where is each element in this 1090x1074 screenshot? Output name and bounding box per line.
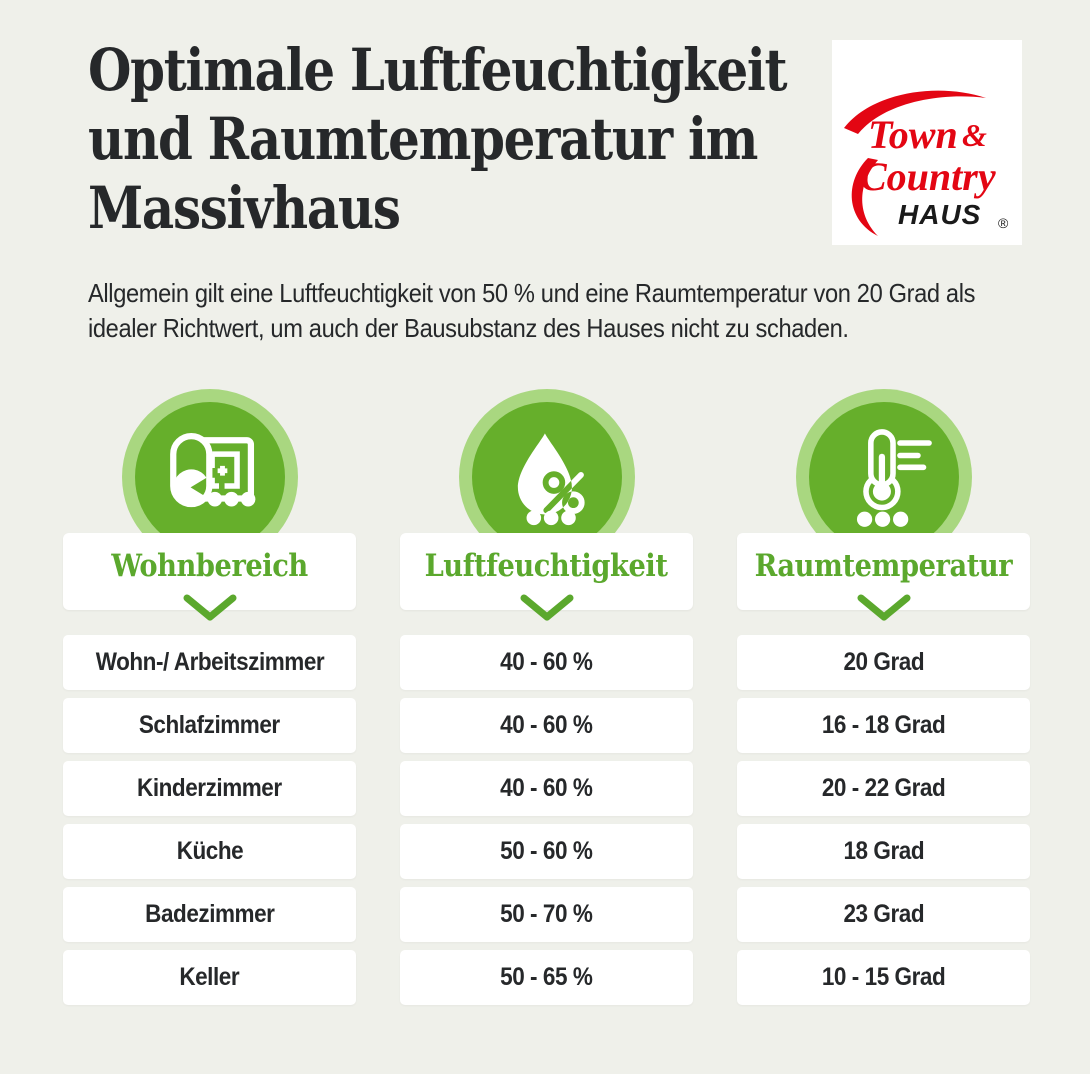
cell-text: 18 Grad <box>843 837 924 865</box>
cell-text: Keller <box>179 963 240 991</box>
table-cell-humidity-4: 50 - 70 % <box>400 887 693 942</box>
logo-registered-mark: ® <box>998 215 1009 231</box>
table-cell-temperature-5: 10 - 15 Grad <box>737 950 1030 1005</box>
table-cell-room-2: Kinderzimmer <box>63 761 356 816</box>
table-cell-humidity-5: 50 - 65 % <box>400 950 693 1005</box>
cell-text: 50 - 60 % <box>500 837 593 865</box>
column-header-label: Raumtemperatur <box>754 547 1013 584</box>
table-cell-room-0: Wohn-/ Arbeitszimmer <box>63 635 356 690</box>
logo-ampersand: & <box>962 117 987 153</box>
room-list: Wohn-/ Arbeitszimmer Schlafzimmer Kinderzi… <box>63 635 356 1005</box>
temperature-list: 20 Grad 16 - 18 Grad 20 - 22 Grad 18 Grad 23… <box>737 635 1030 1005</box>
page-title: Optimale Luftfeuchtigkeit und Raumtemper… <box>88 36 788 243</box>
column-header-label: Wohnbereich <box>111 547 308 584</box>
table-cell-room-5: Keller <box>63 950 356 1005</box>
logo-country-text: Country <box>860 154 996 199</box>
column-header-label: Luftfeuchtigkeit <box>425 547 668 584</box>
town-country-logo: Town & Country HAUS ® <box>832 40 1022 245</box>
column-luftfeuchtigkeit: Luftfeuchtigkeit 40 - 60 % 40 - 60 % 40 - … <box>400 389 693 1005</box>
column-header-raumtemperatur: Raumtemperatur <box>737 533 1030 621</box>
title-line-2: und Raumtemperatur im <box>88 105 758 173</box>
logo-haus-text: HAUS <box>898 199 981 230</box>
cell-text: 10 - 15 Grad <box>821 963 946 991</box>
column-wohnbereich: Wohnbereich Wohn-/ Arbeitszimmer Schlafzi… <box>63 389 356 1005</box>
table-cell-humidity-0: 40 - 60 % <box>400 635 693 690</box>
table-cell-humidity-2: 40 - 60 % <box>400 761 693 816</box>
table-columns: Wohnbereich Wohn-/ Arbeitszimmer Schlafzi… <box>63 389 1030 1005</box>
icon-circle <box>808 402 959 552</box>
cell-text: 40 - 60 % <box>500 711 593 739</box>
chevron-down-icon <box>857 594 910 621</box>
chevron-down-icon <box>183 594 236 621</box>
table-cell-humidity-3: 50 - 60 % <box>400 824 693 879</box>
cell-text: 20 - 22 Grad <box>821 774 946 802</box>
floorplan-icon <box>169 432 255 508</box>
column-raumtemperatur: Raumtemperatur 20 Grad 16 - 18 Grad 20 - 2… <box>737 389 1030 1005</box>
cell-text: 50 - 65 % <box>500 963 593 991</box>
cell-text: 16 - 18 Grad <box>821 711 946 739</box>
table-cell-room-4: Badezimmer <box>63 887 356 942</box>
humidity-percent-icon <box>517 433 585 526</box>
table-cell-temperature-4: 23 Grad <box>737 887 1030 942</box>
table-cell-temperature-1: 16 - 18 Grad <box>737 698 1030 753</box>
table-cell-humidity-1: 40 - 60 % <box>400 698 693 753</box>
cell-text: Badezimmer <box>144 900 275 928</box>
icon-circle <box>471 402 622 552</box>
cell-text: Wohn-/ Arbeitszimmer <box>95 648 324 676</box>
title-line-1: Optimale Luftfeuchtigkeit <box>88 36 788 104</box>
chevron-down-icon <box>520 594 573 621</box>
column-header-wohnbereich: Wohnbereich <box>63 533 356 621</box>
table-cell-temperature-3: 18 Grad <box>737 824 1030 879</box>
cell-text: 20 Grad <box>843 648 924 676</box>
icon-circle <box>134 402 285 552</box>
cell-text: Küche <box>176 837 243 865</box>
logo-swash-c <box>851 158 878 236</box>
cell-text: 23 Grad <box>843 900 924 928</box>
cell-text: 50 - 70 % <box>500 900 593 928</box>
table-cell-temperature-0: 20 Grad <box>737 635 1030 690</box>
table-cell-temperature-2: 20 - 22 Grad <box>737 761 1030 816</box>
column-header-luftfeuchtigkeit: Luftfeuchtigkeit <box>400 533 693 621</box>
thermometer-icon <box>856 429 932 527</box>
cell-text: 40 - 60 % <box>500 774 593 802</box>
humidity-list: 40 - 60 % 40 - 60 % 40 - 60 % 50 - 60 % 50 -… <box>400 635 693 1005</box>
cell-text: Schlafzimmer <box>139 711 280 739</box>
cell-text: 40 - 60 % <box>500 648 593 676</box>
title-line-3: Massivhaus <box>88 174 401 242</box>
logo-swash-top <box>844 90 986 134</box>
table-cell-room-1: Schlafzimmer <box>63 698 356 753</box>
table-cell-room-3: Küche <box>63 824 356 879</box>
icon-ring <box>121 389 298 565</box>
cell-text: Kinderzimmer <box>137 774 282 802</box>
intro-text: Allgemein gilt eine Luftfeuchtigkeit von… <box>88 278 976 343</box>
logo-town-text: Town <box>868 112 958 157</box>
town-country-logo-art: Town & Country HAUS ® <box>844 90 1009 236</box>
